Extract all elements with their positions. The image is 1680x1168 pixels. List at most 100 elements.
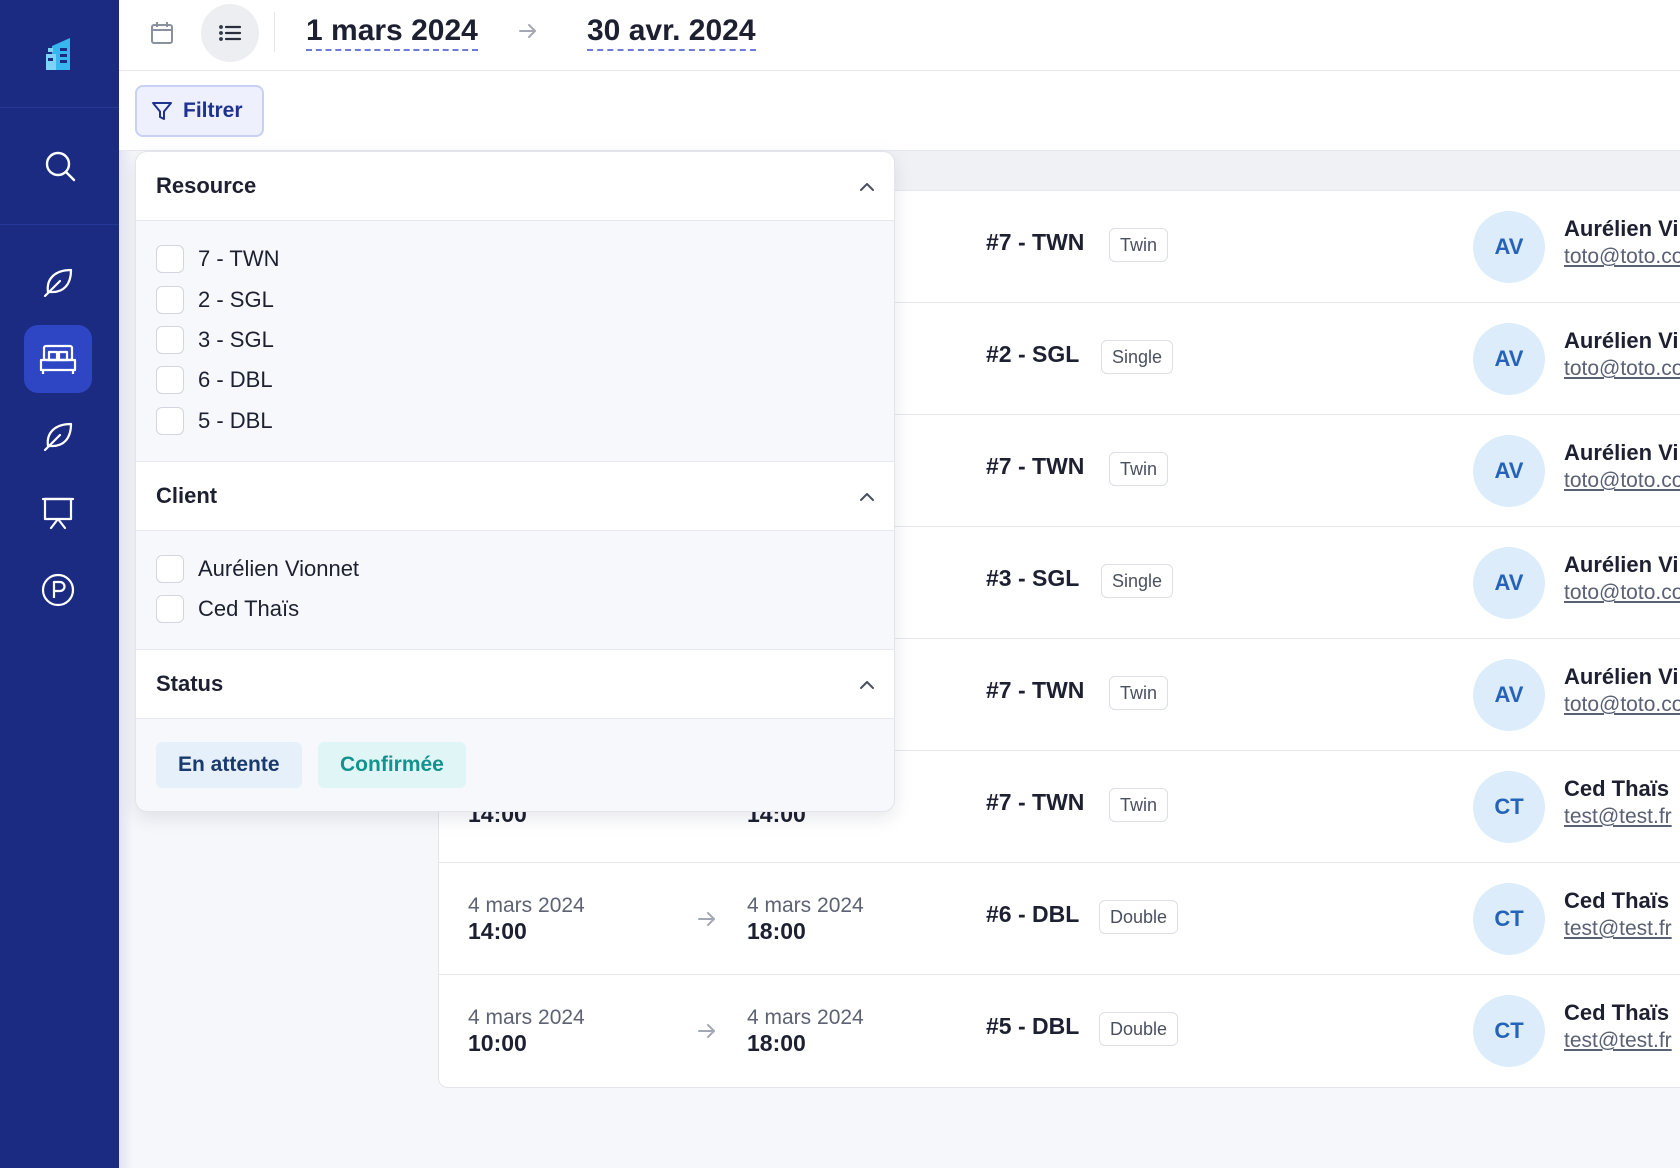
resource-option[interactable]: 6 - DBL: [156, 365, 273, 395]
resource-option-label: 2 - SGL: [198, 287, 274, 312]
client-email-link[interactable]: toto@toto.co: [1564, 693, 1680, 716]
client-email-link[interactable]: toto@toto.co: [1564, 581, 1680, 604]
client-option-label: Aurélien Vionnet: [198, 556, 360, 581]
list-view-button[interactable]: [201, 4, 259, 62]
avatar: AV: [1473, 659, 1545, 731]
search-icon: [45, 151, 75, 182]
resource-option[interactable]: 3 - SGL: [156, 325, 274, 355]
avatar: CT: [1473, 771, 1545, 843]
room-name: #5 - DBL: [986, 1013, 1080, 1039]
status-chip-pending[interactable]: En attente: [156, 742, 302, 788]
room-name: #2 - SGL: [986, 341, 1080, 367]
table-row[interactable]: #7 - TWN Twin AV Aurélien Vi toto@toto.co: [439, 639, 1680, 751]
table-row[interactable]: #3 - SGL Single AV Aurélien Vi toto@toto.…: [439, 527, 1680, 639]
client-name: Aurélien Vi: [1564, 552, 1679, 577]
status-section-title: Status: [156, 671, 224, 696]
filter-panel: Resource 7 - TWN 2 - SGL 3 - SGL 6 - DBL…: [135, 151, 895, 812]
list-icon: [219, 25, 242, 41]
resource-option[interactable]: 5 - DBL: [156, 406, 273, 436]
checkbox[interactable]: [156, 245, 184, 273]
room-type-badge: Double: [1099, 900, 1179, 934]
checkbox[interactable]: [156, 595, 184, 623]
client-option[interactable]: Ced Thaïs: [156, 594, 299, 624]
arrow-right-icon: [696, 908, 718, 935]
room-type-badge: Twin: [1109, 676, 1169, 710]
filter-button[interactable]: Filtrer: [135, 85, 264, 137]
app-logo[interactable]: [0, 0, 119, 108]
end-date: 4 mars 2024: [747, 894, 864, 917]
resource-option-label: 5 - DBL: [198, 408, 273, 433]
arrow-right-icon: [696, 1020, 718, 1047]
toolbar-divider: [274, 12, 275, 52]
resource-section-title: Resource: [156, 173, 257, 198]
client-email-link[interactable]: toto@toto.co: [1564, 245, 1680, 268]
leaf-icon: [43, 422, 73, 452]
sidebar: [0, 0, 119, 1168]
client-option-label: Ced Thaïs: [198, 596, 300, 621]
start-time: 10:00: [468, 1030, 527, 1056]
room-name: #7 - TWN: [986, 453, 1085, 479]
status-chip-confirmed[interactable]: Confirmée: [318, 742, 466, 788]
client-name: Aurélien Vi: [1564, 664, 1679, 689]
start-date: 4 mars 2024: [468, 1006, 585, 1029]
resource-option[interactable]: 2 - SGL: [156, 285, 274, 315]
avatar: AV: [1473, 323, 1545, 395]
client-name: Ced Thaïs: [1564, 776, 1670, 801]
table-row[interactable]: #7 - TWN Twin AV Aurélien Vi toto@toto.co: [439, 415, 1680, 527]
checkbox[interactable]: [156, 326, 184, 354]
client-name: Aurélien Vi: [1564, 440, 1679, 465]
client-email-link[interactable]: test@test.fr: [1564, 917, 1672, 940]
end-time: 18:00: [747, 918, 806, 944]
checkbox[interactable]: [156, 366, 184, 394]
room-name: #3 - SGL: [986, 565, 1080, 591]
checkbox[interactable]: [156, 407, 184, 435]
avatar: CT: [1473, 995, 1545, 1067]
client-email-link[interactable]: test@test.fr: [1564, 1029, 1672, 1052]
section-divider: [136, 461, 894, 462]
room-type-badge: Twin: [1109, 228, 1169, 262]
client-option[interactable]: Aurélien Vionnet: [156, 554, 359, 584]
nav-item-3[interactable]: [24, 402, 92, 470]
calendar-icon: [151, 22, 173, 44]
building-logo-icon: [45, 37, 70, 70]
client-name: Ced Thaïs: [1564, 888, 1670, 913]
room-name: #6 - DBL: [986, 901, 1080, 927]
client-section-header[interactable]: Client: [136, 462, 894, 531]
client-email-link[interactable]: toto@toto.co: [1564, 357, 1680, 380]
avatar: CT: [1473, 883, 1545, 955]
table-row[interactable]: #7 - TWN Twin AV Aurélien Vi toto@toto.co: [439, 191, 1680, 303]
room-type-badge: Double: [1099, 1012, 1179, 1046]
client-name: Aurélien Vi: [1564, 328, 1679, 353]
resource-option-label: 7 - TWN: [198, 246, 280, 271]
client-email-link[interactable]: toto@toto.co: [1564, 469, 1680, 492]
filter-button-label: Filtrer: [183, 99, 243, 122]
resource-section-header[interactable]: Resource: [136, 152, 894, 221]
search-button[interactable]: [0, 108, 119, 225]
room-type-badge: Twin: [1109, 452, 1169, 486]
table-row[interactable]: 4 mars 2024 14:00 4 mars 2024 18:00 #6 - D…: [439, 863, 1680, 975]
nav-item-1[interactable]: [24, 248, 92, 316]
leaf-icon: [43, 268, 73, 298]
date-from[interactable]: 1 mars 2024: [306, 14, 478, 51]
room-type-badge: Single: [1101, 564, 1174, 598]
room-name: #7 - TWN: [986, 789, 1085, 815]
resource-option[interactable]: 7 - TWN: [156, 244, 279, 274]
calendar-view-button[interactable]: [133, 4, 191, 62]
client-section-title: Client: [156, 483, 218, 508]
nav-item-5[interactable]: [24, 556, 92, 624]
checkbox[interactable]: [156, 555, 184, 583]
resource-option-label: 3 - SGL: [198, 327, 274, 352]
nav-item-rooms[interactable]: [24, 325, 92, 393]
avatar: AV: [1473, 547, 1545, 619]
end-time: 18:00: [747, 1030, 806, 1056]
checkbox[interactable]: [156, 286, 184, 314]
parking-icon: [41, 573, 75, 607]
sidebar-shadow: [119, 0, 133, 1168]
nav-item-4[interactable]: [24, 479, 92, 547]
date-to[interactable]: 30 avr. 2024: [587, 14, 756, 51]
table-row[interactable]: #2 - SGL Single AV Aurélien Vi toto@toto.…: [439, 303, 1680, 415]
room-type-badge: Twin: [1109, 788, 1169, 822]
status-section-header[interactable]: Status: [136, 650, 894, 719]
table-row[interactable]: 4 mars 2024 10:00 4 mars 2024 18:00 #5 - D…: [439, 975, 1680, 1087]
client-email-link[interactable]: test@test.fr: [1564, 805, 1672, 828]
